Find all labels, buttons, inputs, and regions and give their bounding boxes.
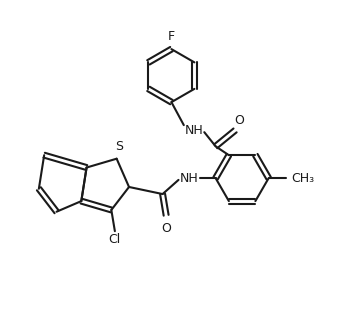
Text: NH: NH — [180, 172, 198, 185]
Text: F: F — [168, 30, 175, 43]
Text: Cl: Cl — [109, 233, 121, 246]
Text: NH: NH — [185, 124, 204, 137]
Text: CH₃: CH₃ — [292, 172, 315, 185]
Text: O: O — [161, 222, 171, 235]
Text: S: S — [115, 140, 124, 154]
Text: O: O — [234, 114, 244, 127]
